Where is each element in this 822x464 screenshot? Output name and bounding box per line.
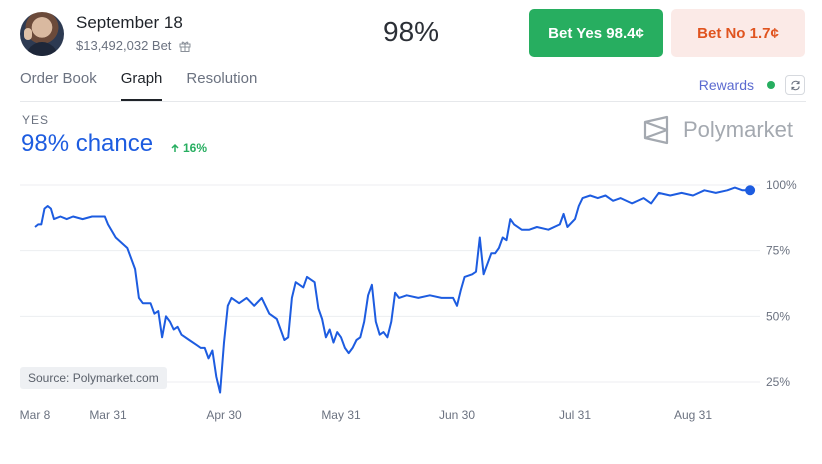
avatar-hand [24,28,32,40]
view-tabs: Order Book Graph Resolution [20,70,257,102]
tab-graph[interactable]: Graph [120,70,162,101]
x-tick-label: May 31 [321,408,361,422]
x-tick-label: Apr 30 [206,408,242,422]
arrow-up-icon [171,143,179,152]
x-tick-label: Aug 31 [674,408,712,422]
refresh-button[interactable] [785,75,805,95]
bet-no-button[interactable]: Bet No 1.7¢ [671,9,805,57]
tab-resolution[interactable]: Resolution [186,70,258,87]
source-label: Source: Polymarket.com [20,367,167,389]
gift-icon[interactable] [179,40,191,52]
avatar-shoulders [26,42,58,56]
rewards-link[interactable]: Rewards [698,77,754,93]
latest-point-marker [745,185,756,196]
refresh-icon [790,80,800,90]
yes-probability-line [34,186,751,394]
market-avatar [20,12,64,56]
probability-chart[interactable]: 100% 75% 50% 25% Mar 8 Mar 31 Apr 30 May 31 Jun … [0,170,822,430]
volume-row: $13,492,032 Bet [76,38,191,53]
x-tick-label: Jun 30 [439,408,475,422]
volume-text: $13,492,032 Bet [76,38,172,53]
polymarket-brand: Polymarket [641,114,793,146]
rewards-status-dot [767,81,775,89]
x-tick-label: Jul 31 [559,408,591,422]
y-tick-label: 50% [766,309,790,323]
polymarket-logo-icon [643,115,669,145]
y-tick-label: 25% [766,375,790,389]
x-tick-label: Mar 8 [20,408,51,422]
market-header: September 18 $13,492,032 Bet 98% Bet Yes… [0,0,822,64]
tab-order-book[interactable]: Order Book [20,70,97,87]
change-value: 16% [183,141,208,155]
outcome-label: YES [22,113,50,127]
bet-yes-button[interactable]: Bet Yes 98.4¢ [529,9,663,57]
y-tick-label: 100% [766,178,797,192]
brand-name: Polymarket [683,117,794,142]
chance-change: 16% [170,141,207,155]
x-tick-label: Mar 31 [89,408,127,422]
tabs-divider [20,101,806,102]
current-probability: 98% [383,16,440,47]
market-title: September 18 [76,13,183,32]
chance-value: 98% chance [21,130,154,157]
y-tick-label: 75% [766,244,790,258]
